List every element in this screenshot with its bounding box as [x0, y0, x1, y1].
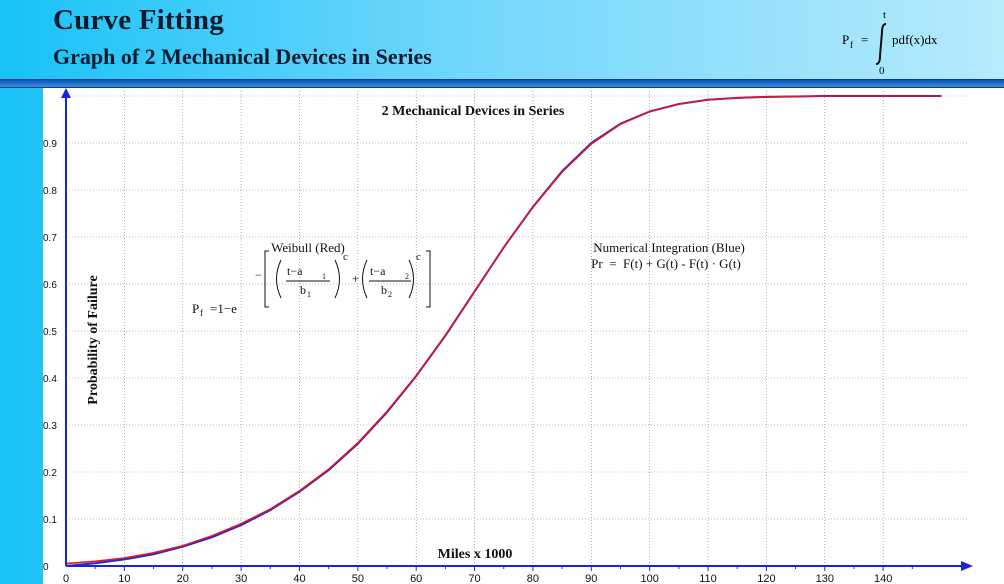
formula-lower-limit: 0	[879, 65, 885, 76]
x-tick-label: 100	[640, 573, 658, 584]
header-divider	[0, 79, 1004, 88]
integral-formula: P f = t 0 pdf(x)dx	[842, 9, 938, 76]
term2-exponent: c	[416, 251, 421, 263]
term1-numerator: t−a	[287, 264, 303, 278]
series-lines	[65, 95, 942, 567]
weibull-rhs-prefix: =1−e	[210, 301, 237, 316]
x-axis-arrow	[961, 561, 973, 571]
page-title: Curve Fitting	[53, 4, 224, 36]
term1-den-sub: 1	[307, 290, 311, 299]
y-tick-label: 0.7	[43, 233, 57, 244]
plot-panel: 0 10 20 30 40 50 60 70 80 90 100 110 120 130 140 0 0.1 0.…	[43, 88, 1004, 584]
x-tick-label: 110	[699, 573, 717, 584]
term2-denominator: b	[381, 283, 387, 297]
term1-right-paren	[334, 259, 340, 299]
axes	[61, 88, 973, 571]
term1-left-paren	[276, 259, 282, 299]
y-axis-arrow	[61, 88, 71, 98]
x-tick-label: 10	[118, 573, 130, 584]
x-tick-label: 80	[527, 573, 539, 584]
weibull-label: Weibull (Red)	[271, 240, 345, 255]
formula-lhs-sub: f	[850, 40, 853, 50]
numerical-formula: Pr = F(t) + G(t) - F(t) · G(t)	[591, 256, 741, 271]
formula-lhs: P	[842, 32, 849, 47]
y-axis-label: Probability of Failure	[86, 275, 101, 404]
formula-integrand: pdf(x)dx	[892, 32, 938, 47]
x-tick-label: 0	[63, 573, 69, 584]
x-tick-label: 20	[177, 573, 189, 584]
x-tick-label: 130	[816, 573, 834, 584]
weibull-lhs-sub: f	[200, 308, 203, 318]
tick-labels: 0 10 20 30 40 50 60 70 80 90 100 110 120 130 140 0 0.1 0.…	[43, 139, 892, 584]
x-axis-label: Miles x 1000	[438, 547, 513, 562]
numerical-label: Numerical Integration (Blue)	[593, 240, 745, 255]
y-tick-label: 0.9	[43, 139, 57, 150]
formula-upper-limit: t	[883, 9, 886, 21]
y-tick-label: 0.5	[43, 327, 57, 338]
x-tick-label: 70	[468, 573, 480, 584]
weibull-right-bracket	[426, 250, 431, 308]
x-tick-label: 90	[585, 573, 597, 584]
weibull-lhs: P	[192, 301, 199, 316]
x-tick-label: 120	[757, 573, 775, 584]
y-tick-label: 0	[43, 562, 49, 573]
red-series-line	[65, 95, 942, 565]
formula-equals: =	[861, 32, 868, 47]
y-tick-label: 0.1	[43, 515, 57, 526]
y-tick-label: 0.6	[43, 280, 57, 291]
term1-num-sub: 1	[322, 272, 326, 281]
integral-sign	[875, 23, 887, 65]
weibull-left-bracket	[264, 250, 269, 308]
weibull-formula: P f =1−e − t−a 1 b 1 c + t−a 2 b 2 c	[192, 250, 431, 318]
x-tick-label: 140	[874, 573, 892, 584]
term2-numerator: t−a	[370, 264, 386, 278]
grid-lines	[66, 91, 969, 566]
term2-left-paren	[362, 259, 368, 299]
y-tick-label: 0.3	[43, 421, 57, 432]
x-tick-label: 40	[293, 573, 305, 584]
term2-right-paren	[408, 259, 414, 299]
term1-exponent: c	[343, 251, 348, 263]
term1-denominator: b	[300, 283, 306, 297]
y-tick-label: 0.8	[43, 186, 57, 197]
y-tick-label: 0.2	[43, 468, 57, 479]
exponent-plus: +	[352, 271, 359, 286]
x-tick-label: 50	[352, 573, 364, 584]
y-tick-label: 0.4	[43, 374, 57, 385]
weibull-exponent-minus: −	[255, 268, 262, 282]
term2-den-sub: 2	[388, 290, 392, 299]
x-tick-label: 60	[410, 573, 422, 584]
page-subtitle: Graph of 2 Mechanical Devices in Series	[53, 44, 432, 69]
term2-num-sub: 2	[405, 272, 409, 281]
chart-title: 2 Mechanical Devices in Series	[382, 104, 565, 119]
x-tick-label: 30	[235, 573, 247, 584]
line-chart: 0 10 20 30 40 50 60 70 80 90 100 110 120 130 140 0 0.1 0.…	[43, 88, 973, 584]
